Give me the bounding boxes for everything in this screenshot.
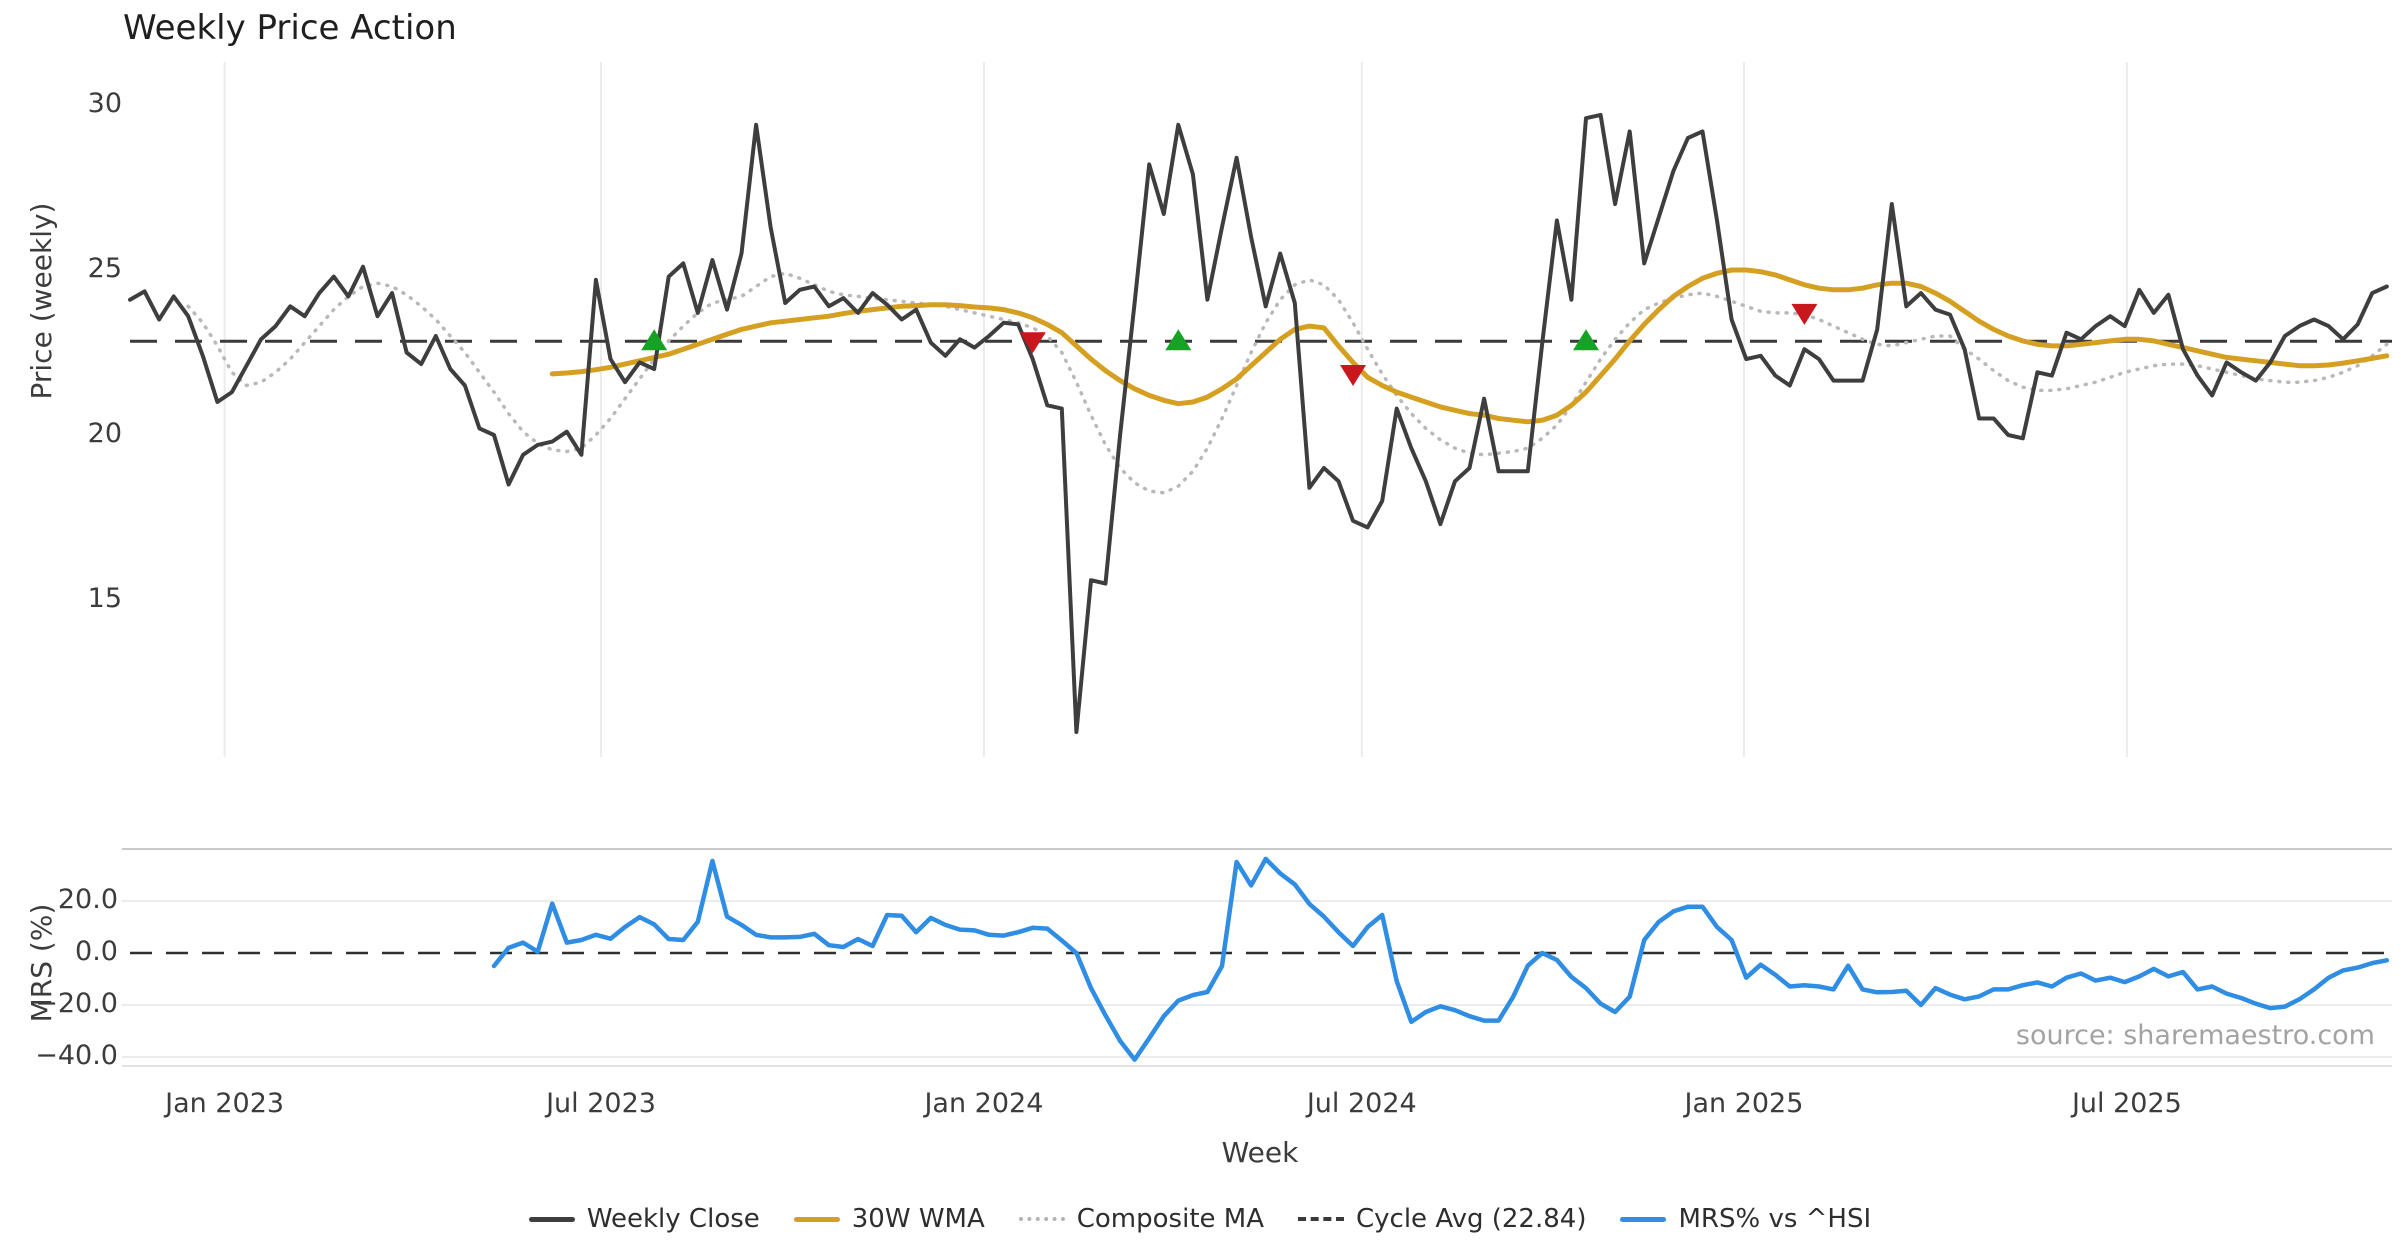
source-credit: source: sharemaestro.com bbox=[2015, 1020, 2375, 1051]
price-tick-label: 25 bbox=[87, 253, 122, 284]
wma-line bbox=[549, 267, 2390, 425]
weekly-close-line bbox=[128, 112, 2389, 734]
price-tick-label: 20 bbox=[87, 418, 122, 449]
price-tick-label: 15 bbox=[87, 583, 122, 614]
legend-swatch-solid-icon bbox=[793, 1216, 840, 1222]
x-tick-label: Jan 2023 bbox=[165, 1088, 285, 1119]
buy-triangle-marker bbox=[1165, 329, 1192, 351]
mrs-line bbox=[491, 856, 2390, 1062]
x-tick-label: Jul 2023 bbox=[546, 1088, 656, 1119]
price-panel-gridlines bbox=[223, 62, 2128, 757]
legend-item: 30W WMA bbox=[793, 1204, 985, 1234]
mrs-tick-label: −20.0 bbox=[35, 988, 118, 1019]
sell-triangle-marker bbox=[1791, 303, 1818, 325]
legend-swatch-solid-icon bbox=[1620, 1216, 1667, 1222]
mrs-tick-label: 0.0 bbox=[75, 936, 118, 967]
chart-legend: Weekly Close 30W WMA Composite MA Cycle Avg… bbox=[0, 1204, 2400, 1234]
legend-label: Weekly Close bbox=[586, 1204, 760, 1234]
legend-label: Composite MA bbox=[1076, 1204, 1264, 1234]
x-axis-label: Week bbox=[1221, 1136, 1299, 1169]
legend-swatch-solid-icon bbox=[528, 1216, 575, 1222]
legend-label: Cycle Avg (22.84) bbox=[1356, 1204, 1587, 1234]
composite-ma-line bbox=[186, 271, 2389, 495]
buy-triangle-marker bbox=[641, 329, 668, 351]
legend-item: MRS% vs ^HSI bbox=[1620, 1204, 1871, 1234]
legend-label: 30W WMA bbox=[851, 1204, 985, 1234]
legend-swatch-dotted-icon bbox=[1018, 1217, 1065, 1221]
x-tick-label: Jul 2024 bbox=[1306, 1088, 1417, 1119]
legend-item: Cycle Avg (22.84) bbox=[1298, 1204, 1586, 1234]
sell-triangle-marker bbox=[1340, 364, 1367, 386]
mrs-tick-label: −40.0 bbox=[35, 1040, 118, 1071]
legend-swatch-dashed-icon bbox=[1298, 1217, 1344, 1221]
price-axis-label: Price (weekly) bbox=[25, 202, 58, 400]
price-tick-label: 30 bbox=[87, 88, 122, 119]
legend-item: Composite MA bbox=[1018, 1204, 1264, 1234]
sell-triangle-marker bbox=[1019, 332, 1046, 354]
buy-triangle-marker bbox=[1573, 329, 1599, 351]
signal-markers bbox=[641, 303, 1818, 386]
legend-item: Weekly Close bbox=[528, 1204, 760, 1234]
x-tick-label: Jan 2024 bbox=[924, 1088, 1044, 1119]
mrs-panel-gridlines bbox=[122, 848, 2392, 1067]
x-tick-label: Jul 2025 bbox=[2071, 1088, 2182, 1119]
x-tick-label: Jan 2025 bbox=[1684, 1088, 1804, 1119]
chart-title: Weekly Price Action bbox=[123, 8, 457, 48]
legend-label: MRS% vs ^HSI bbox=[1678, 1204, 1872, 1234]
mrs-tick-label: 20.0 bbox=[57, 884, 118, 915]
